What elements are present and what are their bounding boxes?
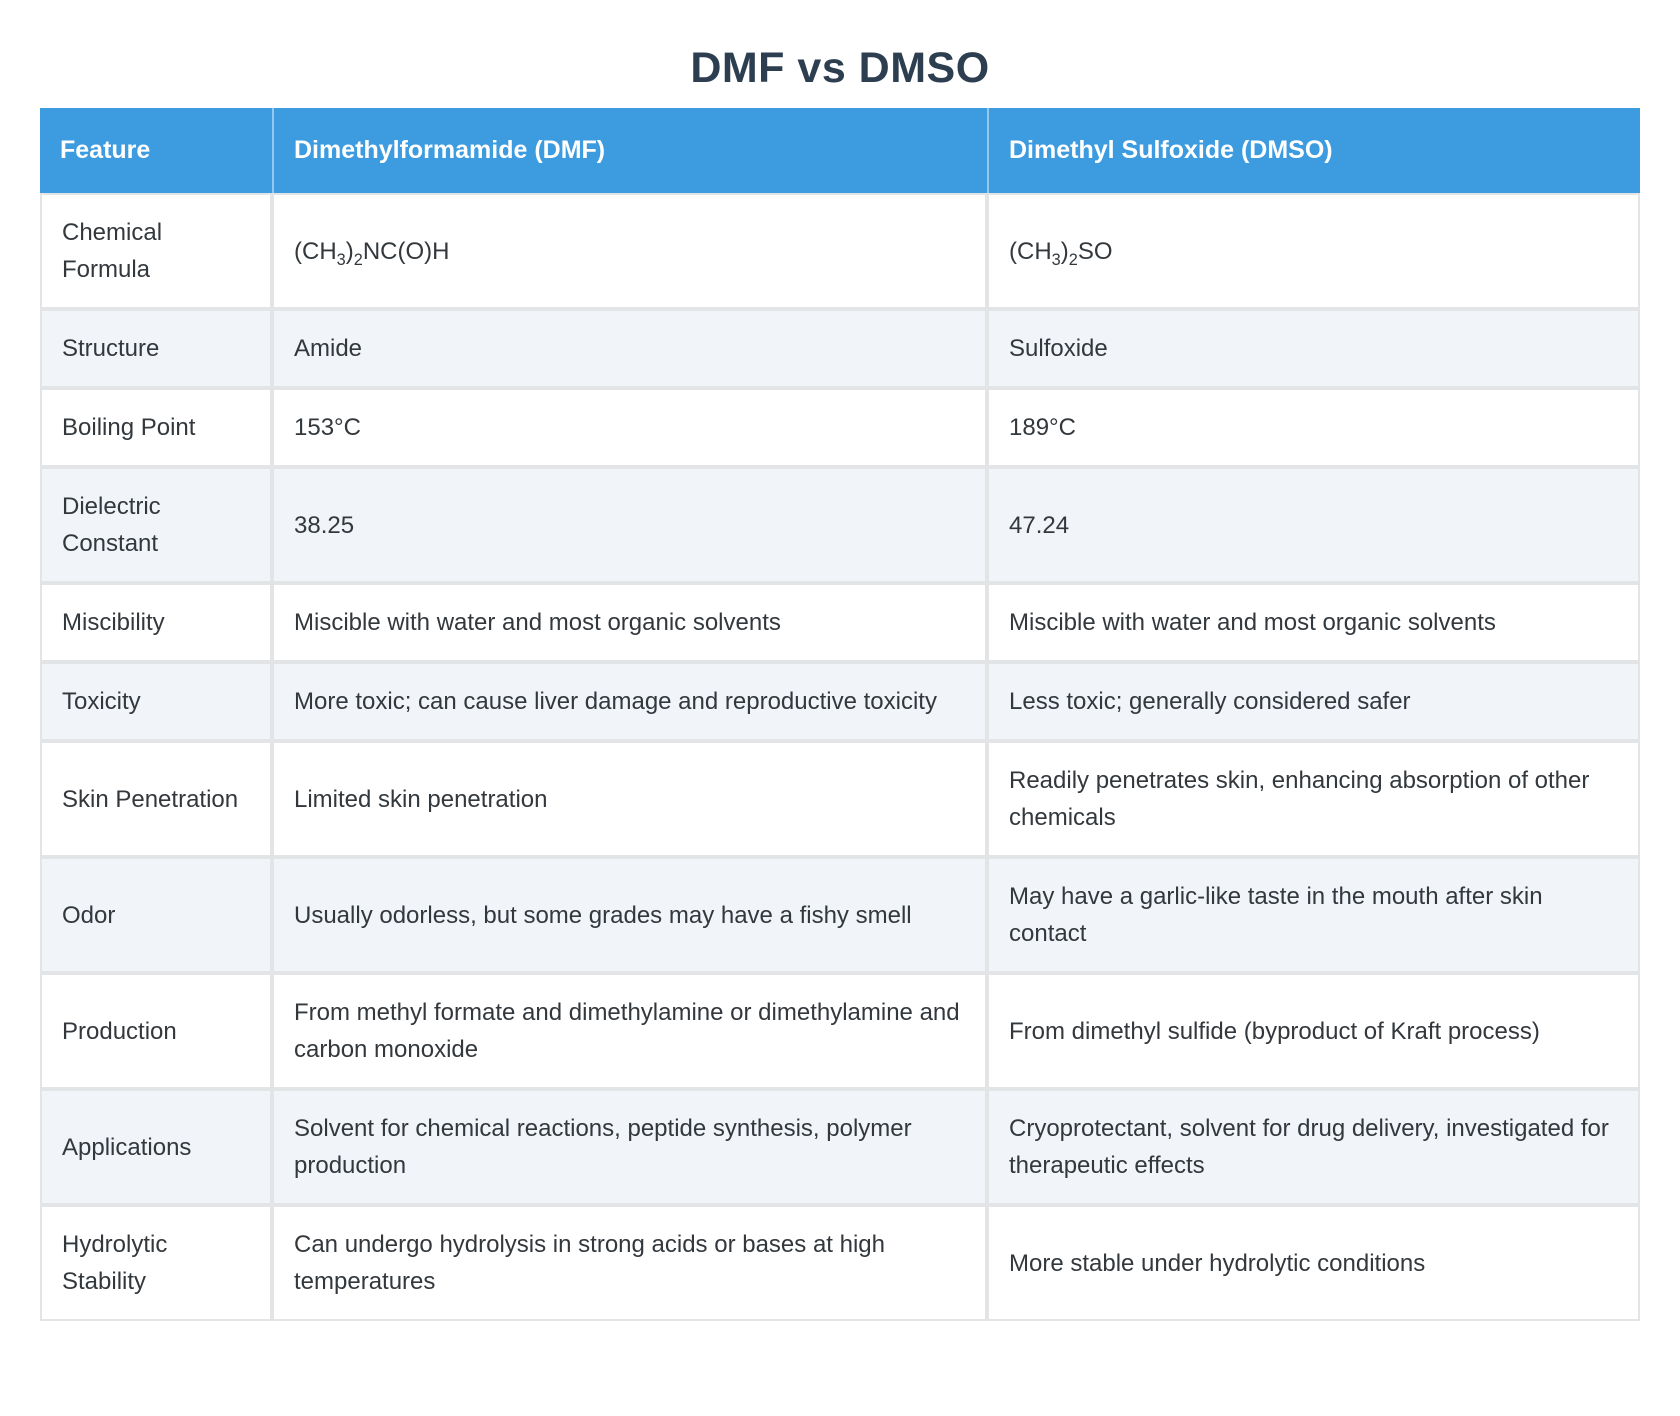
feature-cell: Boiling Point [40, 388, 272, 467]
feature-cell: Skin Penetration [40, 741, 272, 857]
dmf-cell: From methyl formate and dimethylamine or… [272, 973, 987, 1089]
table-row: Structure Amide Sulfoxide [40, 309, 1640, 388]
comparison-table-body: Chemical Formula (CH3)2NC(O)H (CH3)2SO Stru… [40, 193, 1640, 1321]
table-row: Miscibility Miscible with water and most … [40, 583, 1640, 662]
feature-cell: Odor [40, 857, 272, 973]
table-row: Applications Solvent for chemical reactio… [40, 1089, 1640, 1205]
feature-cell: Chemical Formula [40, 193, 272, 309]
subscript: 3 [336, 250, 346, 269]
subscript: 2 [1068, 250, 1078, 269]
dmso-cell: Less toxic; generally considered safer [987, 662, 1640, 741]
dmso-cell: Miscible with water and most organic sol… [987, 583, 1640, 662]
feature-cell: Structure [40, 309, 272, 388]
feature-cell: Production [40, 973, 272, 1089]
table-row: Dielectric Constant 38.25 47.24 [40, 467, 1640, 583]
dmf-cell: Solvent for chemical reactions, peptide … [272, 1089, 987, 1205]
feature-cell: Applications [40, 1089, 272, 1205]
header-feature: Feature [40, 108, 272, 193]
dmso-cell: More stable under hydrolytic conditions [987, 1205, 1640, 1321]
feature-cell: Miscibility [40, 583, 272, 662]
table-row: Hydrolytic Stability Can undergo hydrolys… [40, 1205, 1640, 1321]
dmso-cell: (CH3)2SO [987, 193, 1640, 309]
subscript: 3 [1051, 250, 1061, 269]
dmso-cell: Readily penetrates skin, enhancing absor… [987, 741, 1640, 857]
header-dmf: Dimethylformamide (DMF) [272, 108, 987, 193]
feature-cell: Dielectric Constant [40, 467, 272, 583]
dmf-cell: Miscible with water and most organic sol… [272, 583, 987, 662]
table-header: Feature Dimethylformamide (DMF) Dimethyl… [40, 108, 1640, 193]
dmso-cell: 47.24 [987, 467, 1640, 583]
header-row: Feature Dimethylformamide (DMF) Dimethyl… [40, 108, 1640, 193]
dmso-cell: Sulfoxide [987, 309, 1640, 388]
dmso-cell: 189°C [987, 388, 1640, 467]
feature-cell: Toxicity [40, 662, 272, 741]
header-dmso: Dimethyl Sulfoxide (DMSO) [987, 108, 1640, 193]
dmf-cell: Can undergo hydrolysis in strong acids o… [272, 1205, 987, 1321]
dmf-cell: Usually odorless, but some grades may ha… [272, 857, 987, 973]
table-row: Production From methyl formate and dimeth… [40, 973, 1640, 1089]
feature-cell: Hydrolytic Stability [40, 1205, 272, 1321]
page-title: DMF vs DMSO [690, 43, 990, 92]
dmso-cell: May have a garlic-like taste in the mout… [987, 857, 1640, 973]
table-row: Skin Penetration Limited skin penetration… [40, 741, 1640, 857]
table-row: Boiling Point 153°C 189°C [40, 388, 1640, 467]
dmf-cell: More toxic; can cause liver damage and r… [272, 662, 987, 741]
table-row: Chemical Formula (CH3)2NC(O)H (CH3)2SO [40, 193, 1640, 309]
dmf-cell: 38.25 [272, 467, 987, 583]
table-row: Toxicity More toxic; can cause liver dama… [40, 662, 1640, 741]
subscript: 2 [353, 250, 363, 269]
dmf-cell: (CH3)2NC(O)H [272, 193, 987, 309]
dmf-cell: Limited skin penetration [272, 741, 987, 857]
comparison-table: Feature Dimethylformamide (DMF) Dimethyl… [40, 108, 1640, 1321]
dmso-cell: Cryoprotectant, solvent for drug deliver… [987, 1089, 1640, 1205]
dmso-cell: From dimethyl sulfide (byproduct of Kraf… [987, 973, 1640, 1089]
dmf-cell: Amide [272, 309, 987, 388]
table-row: Odor Usually odorless, but some grades ma… [40, 857, 1640, 973]
dmf-cell: 153°C [272, 388, 987, 467]
